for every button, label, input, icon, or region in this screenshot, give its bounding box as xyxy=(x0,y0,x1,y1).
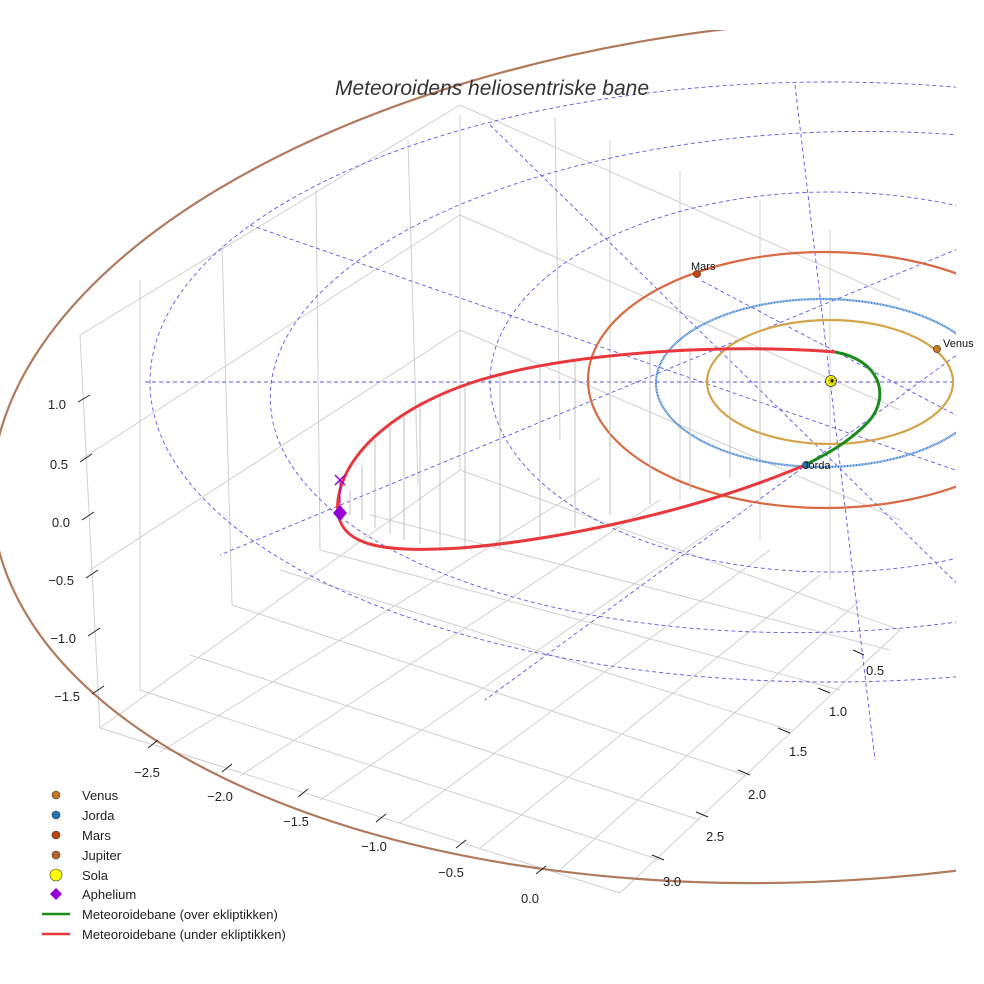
x-tick: −1.0 xyxy=(361,839,387,854)
sun-point xyxy=(825,375,837,387)
reference-radials xyxy=(145,84,956,761)
legend-jupiter-marker xyxy=(51,850,61,860)
grid-lines xyxy=(79,104,901,894)
legend-above-label: Meteoroidebane (over ekliptikken) xyxy=(82,907,278,922)
legend-venus-label: Venus xyxy=(82,788,119,803)
legend-mars-label: Mars xyxy=(82,828,111,843)
z-axis: 1.0 0.5 0.0 −0.5 −1.0 −1.5 xyxy=(48,394,105,704)
legend-aphelion-marker xyxy=(50,888,62,900)
aphelion-marker xyxy=(333,505,347,521)
x-axis: −2.5 −2.0 −1.5 −1.0 −0.5 0.0 xyxy=(134,739,547,906)
mars-point xyxy=(693,270,701,278)
x-tick: −2.5 xyxy=(134,765,160,780)
z-tick: −1.5 xyxy=(54,689,80,704)
mars-orbit xyxy=(586,250,956,510)
legend: Venus Jorda Mars Jupiter Sola Aphelium M… xyxy=(42,788,286,942)
y-tick: 1.0 xyxy=(829,704,847,719)
x-tick: −2.0 xyxy=(207,789,233,804)
x-tick: −1.5 xyxy=(283,814,309,829)
aphelion-x-marker xyxy=(334,474,346,486)
x-tick: 0.0 xyxy=(521,891,539,906)
z-tick: 0.5 xyxy=(50,457,68,472)
legend-earth-label: Jorda xyxy=(82,808,115,823)
z-tick: −0.5 xyxy=(48,573,74,588)
legend-sun-marker xyxy=(49,868,63,882)
legend-sun-label: Sola xyxy=(82,868,109,883)
projection-stems xyxy=(349,346,761,550)
meteoroid-path-above xyxy=(804,350,882,467)
mars-label: Mars xyxy=(691,261,716,273)
venus-point xyxy=(933,345,941,353)
legend-jupiter-label: Jupiter xyxy=(82,848,122,863)
y-axis: 0.5 1.0 1.5 2.0 2.5 3.0 xyxy=(651,649,884,889)
y-tick: 2.5 xyxy=(706,829,724,844)
sun-label: ☀ xyxy=(827,376,837,388)
y-tick: 2.0 xyxy=(748,787,766,802)
venus-label: Venus xyxy=(943,338,974,350)
legend-aphelion-label: Aphelium xyxy=(82,887,136,902)
y-tick: 0.5 xyxy=(866,663,884,678)
z-tick: 0.0 xyxy=(52,515,70,530)
earth-orbit xyxy=(654,297,956,469)
z-tick: 1.0 xyxy=(48,397,66,412)
z-tick: −1.0 xyxy=(50,631,76,646)
chart-title: Meteoroidens heliosentriske bane xyxy=(335,77,649,100)
x-tick: −0.5 xyxy=(438,865,464,880)
earth-label: Jorda xyxy=(803,460,831,472)
meteoroid-path-below xyxy=(336,347,836,551)
legend-mars-marker xyxy=(51,830,61,840)
legend-venus-marker xyxy=(51,790,61,800)
jupiter-orbit xyxy=(0,30,956,885)
y-tick: 1.5 xyxy=(789,744,807,759)
y-tick: 3.0 xyxy=(663,874,681,889)
legend-earth-marker xyxy=(51,810,61,820)
venus-orbit xyxy=(705,318,955,446)
earth-point xyxy=(802,461,810,469)
legend-below-label: Meteoroidebane (under ekliptikken) xyxy=(82,927,286,942)
